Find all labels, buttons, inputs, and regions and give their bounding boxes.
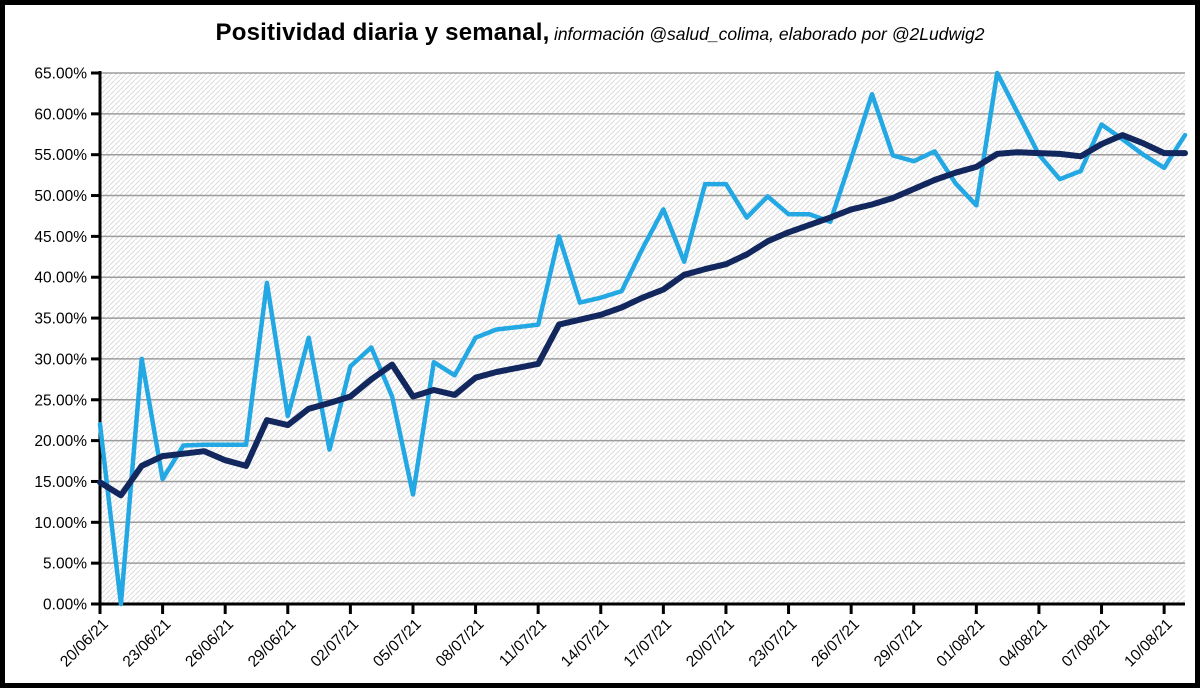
- x-tick-label: 14/07/21: [558, 616, 613, 671]
- x-tick-label: 26/07/21: [808, 616, 863, 671]
- x-tick-label: 20/07/21: [683, 616, 738, 671]
- y-tick-label: 55.00%: [34, 147, 87, 164]
- y-tick-label: 45.00%: [34, 229, 87, 246]
- y-tick-label: 10.00%: [34, 515, 87, 532]
- chart-title-main: Positividad diaria y semanal,: [215, 19, 550, 46]
- y-tick-label: 65.00%: [34, 66, 87, 83]
- y-tick-label: 5.00%: [43, 556, 87, 573]
- x-tick-label: 29/06/21: [245, 616, 300, 671]
- x-tick-label: 23/07/21: [746, 616, 801, 671]
- x-tick-label: 23/06/21: [120, 616, 175, 671]
- x-tick-label: 11/07/21: [496, 616, 550, 670]
- x-tick-label: 01/08/21: [933, 616, 988, 671]
- x-tick-label: 26/06/21: [182, 616, 237, 671]
- x-tick-label: 04/08/21: [996, 616, 1051, 671]
- x-tick-label: 08/07/21: [433, 616, 488, 671]
- chart-title: Positividad diaria y semanal, informació…: [5, 19, 1195, 47]
- y-tick-label: 25.00%: [34, 392, 87, 409]
- x-tick-label: 17/07/21: [621, 616, 676, 671]
- y-tick-label: 0.00%: [43, 597, 87, 614]
- x-tick-label: 10/08/21: [1121, 616, 1176, 671]
- y-tick-label: 15.00%: [34, 474, 87, 491]
- x-tick-label: 02/07/21: [308, 616, 363, 671]
- y-tick-label: 50.00%: [34, 188, 87, 205]
- positivity-line-chart: 0.00% 5.00% 10.00% 15.00% 20.00% 25.00% 30.00%…: [34, 66, 1188, 671]
- weekly-series-line: [97, 132, 1188, 499]
- y-tick-label: 30.00%: [34, 351, 87, 368]
- y-tick-label: 40.00%: [34, 270, 87, 287]
- y-tick-label: 60.00%: [34, 106, 87, 123]
- x-tick-label: 07/08/21: [1059, 616, 1114, 671]
- x-tick-label: 29/07/21: [871, 616, 926, 671]
- y-tick-label: 20.00%: [34, 433, 87, 450]
- x-tick-label: 20/06/21: [57, 616, 112, 671]
- x-tick-label: 05/07/21: [370, 616, 425, 671]
- daily-series-line: [97, 70, 1188, 607]
- plot-area: [100, 73, 1185, 604]
- y-tick-label: 35.00%: [34, 311, 87, 328]
- chart-title-subtitle: información @salud_colima, elaborado por…: [553, 24, 985, 44]
